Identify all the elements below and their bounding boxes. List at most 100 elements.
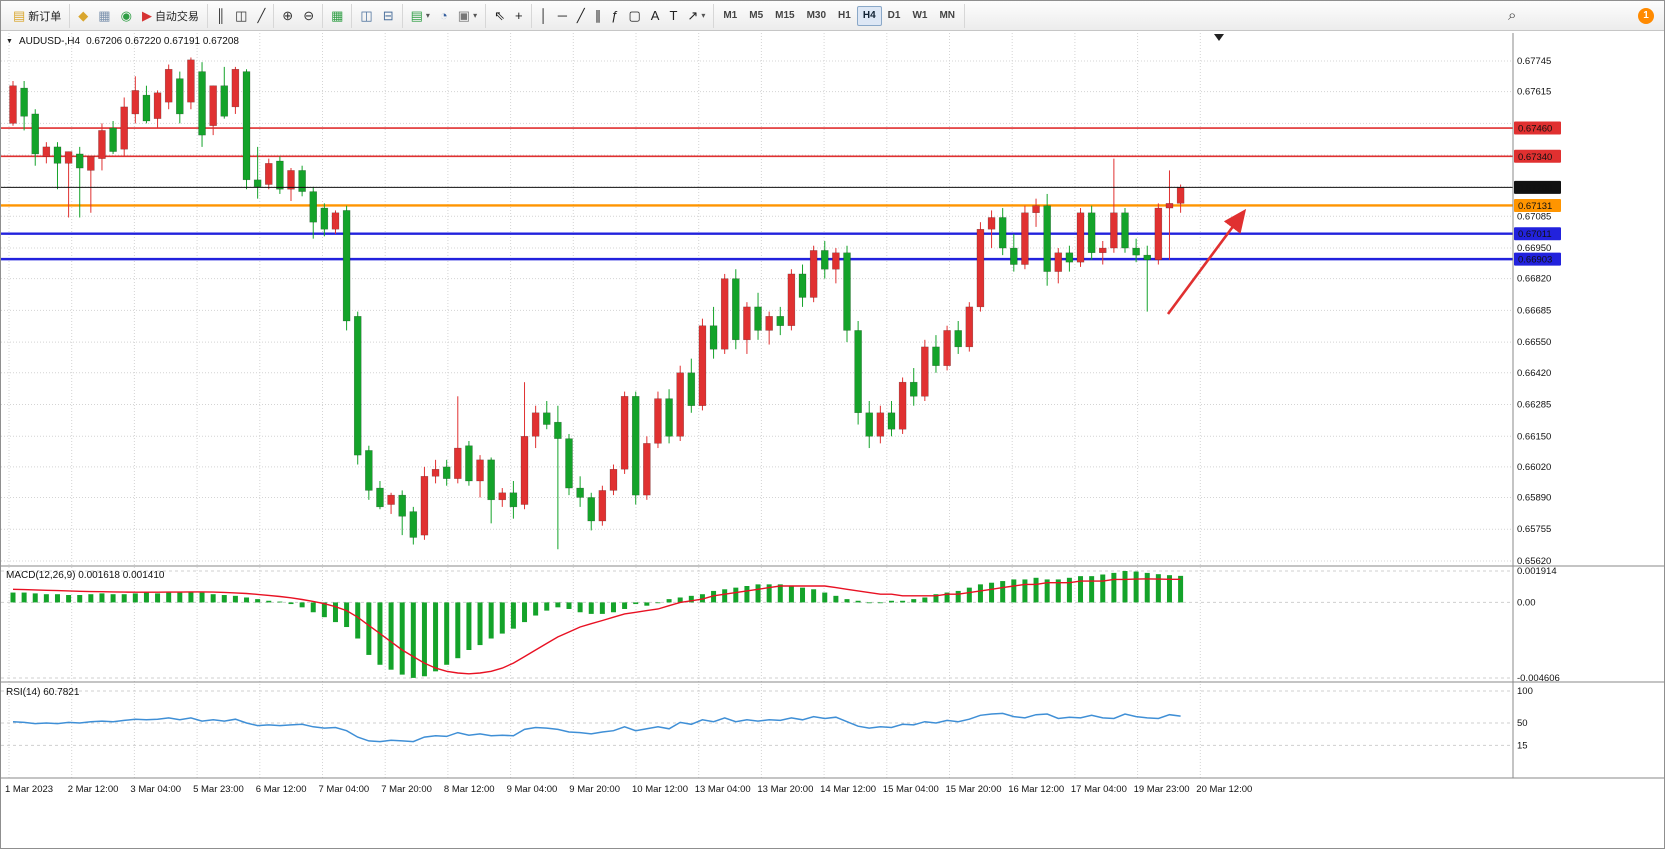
arrange-horizontal-button[interactable]: ⊟ [378,5,399,27]
horizontal-line-button[interactable]: ─ [553,5,572,27]
trendline-button[interactable]: ╱ [572,5,590,27]
svg-text:15: 15 [1517,740,1528,751]
zoom-out-button[interactable]: ⊖ [298,5,319,27]
time-axis-label: 19 Mar 23:00 [1134,784,1190,795]
crosshair-button[interactable]: + [510,5,528,27]
search-button[interactable]: ⌕ [1508,7,1516,24]
cursor-button[interactable]: ⇖ [489,5,510,27]
navigator-icon: ◉ [120,8,132,23]
toolbar: ▤ 新订单 ◆ ▦ ◉ ▶ 自动交易 ║ ◫ ╱ ⊕ ⊖ ▦ ◫ ⊟ ▤ ▾ ◔ ▣ ▾ ⇖ + │ ─ ╱ ∥ ƒ ▢ A T ↗ ▾ M1 M… [1,1,1664,31]
text-button[interactable]: A [646,5,665,27]
rsi-axis-labels: 100 50 15 [1517,686,1533,751]
vertical-line-icon: │ [539,8,548,23]
price-line-tag [1514,149,1561,163]
horizontal-line-icon: ─ [557,8,567,23]
tf-h1-button[interactable]: H1 [832,6,857,26]
time-axis-label: 13 Mar 20:00 [757,784,813,795]
navigator-button[interactable]: ◉ [116,5,137,27]
line-chart-button[interactable]: ╱ [252,5,270,27]
chart-canvas[interactable]: 0.67745 0.67615 0.67085 0.66950 0.66820 0.666… [1,31,1665,849]
price-line-tag [1514,121,1561,135]
price-line-tag [1514,180,1561,194]
time-axis-label: 7 Mar 20:00 [381,784,432,795]
text-icon: A [650,8,660,23]
chart-menu-icon[interactable]: ▼ [6,38,13,45]
fibonacci-button[interactable]: ƒ [606,5,623,27]
shapes-button[interactable]: ▢ [623,5,645,27]
vertical-line-button[interactable]: │ [535,5,553,27]
time-axis-label: 3 Mar 04:00 [130,784,181,795]
new-order-button[interactable]: ▤ 新订单 [8,5,66,27]
pane-separators[interactable] [1,33,1665,779]
price-line-tag [1514,227,1561,241]
camera-icon: ▣ [457,8,471,23]
tf-d1-button[interactable]: D1 [882,6,907,26]
metaeditor-button[interactable]: ◆ [73,5,93,27]
svg-text:-0.004606: -0.004606 [1517,673,1560,684]
candlestick-series [9,57,1185,550]
bar-chart-button[interactable]: ║ [211,5,230,27]
toolbar-group: ⊕ ⊖ [274,3,324,28]
market-watch-button[interactable]: ▦ [93,5,115,27]
tf-w1-button[interactable]: W1 [906,6,933,26]
toolbar-group: ▤ 新订单 [5,3,71,28]
time-axis-label: 13 Mar 04:00 [695,784,751,795]
rsi-indicator [1,690,1513,746]
arrows-button[interactable]: ↗ ▾ [682,5,710,27]
chevron-down-icon: ▾ [473,11,478,20]
tf-m1-button[interactable]: M1 [717,6,743,26]
search-icon: ⌕ [1508,7,1517,24]
macd-signal-line [12,578,1181,675]
price-axis-labels: 0.67745 0.67615 0.67085 0.66950 0.66820 0.666… [1514,56,1561,567]
tf-h4-button[interactable]: H4 [856,5,882,26]
candlestick-chart-button[interactable]: ◫ [230,5,252,27]
time-axis-label: 6 Mar 12:00 [256,784,307,795]
new-order-button-label: 新订单 [28,10,62,23]
svg-text:0.67460: 0.67460 [1518,124,1552,135]
bar-chart-icon: ║ [215,8,226,23]
price-axis-label: 0.67085 [1517,211,1551,222]
svg-text:0.67131: 0.67131 [1518,201,1552,212]
tf-m15-button[interactable]: M15 [769,6,800,26]
trend-arrow-annotation[interactable] [1166,208,1247,315]
toolbar-group: ◆ ▦ ◉ ▶ 自动交易 [70,3,208,28]
zoom-in-icon: ⊕ [282,8,294,23]
price-axis-label: 0.66285 [1517,400,1551,411]
svg-text:0.67011: 0.67011 [1518,229,1552,240]
tf-m30-button[interactable]: M30 [801,6,832,26]
screenshot-button[interactable]: ▣ ▾ [453,5,482,27]
time-axis-label: 8 Mar 12:00 [444,784,495,795]
tile-windows-button[interactable]: ▦ [326,5,348,27]
new-chart-button[interactable]: ▤ ▾ [406,5,435,27]
period-clock-button[interactable]: ◔ [435,5,453,27]
horizontal-price-lines[interactable] [1,127,1513,261]
chart-window[interactable]: 0.67745 0.67615 0.67085 0.66950 0.66820 0.666… [1,31,1665,849]
price-axis-label: 0.66150 [1517,431,1551,442]
price-axis-label: 0.65755 [1517,524,1551,535]
time-axis-label: 5 Mar 23:00 [193,784,244,795]
channel-button[interactable]: ∥ [590,5,607,27]
time-axis-label: 9 Mar 20:00 [569,784,620,795]
line-chart-icon: ╱ [257,8,266,23]
toolbar-group: ▤ ▾ ◔ ▣ ▾ [403,3,487,28]
time-axis-label: 7 Mar 04:00 [319,784,370,795]
zoom-in-button[interactable]: ⊕ [277,5,298,27]
price-axis-label: 0.66020 [1517,462,1551,473]
tf-mn-button[interactable]: MN [933,6,961,26]
arrange-vertical-button[interactable]: ◫ [355,5,377,27]
notification-badge[interactable]: 1 [1638,7,1654,24]
autotrading-button[interactable]: ▶ 自动交易 [137,5,204,27]
svg-text:0.66903: 0.66903 [1518,255,1552,266]
tf-m5-button[interactable]: M5 [743,6,769,26]
price-axis-label: 0.65890 [1517,492,1551,503]
time-axis-label: 15 Mar 20:00 [946,784,1002,795]
label-button[interactable]: T [664,5,682,27]
time-axis-label: 1 Mar 2023 [5,784,53,795]
toolbar-group: ║ ◫ ╱ [208,3,275,28]
timeframe-group: M1 M5 M15 M30 H1 H4 D1 W1 MN [714,3,965,28]
time-axis-label: 17 Mar 04:00 [1071,784,1127,795]
grid [1,33,1513,778]
chart-symbol-title: ▼ AUDUSD-,H4 0.67206 0.67220 0.67191 0.6… [6,36,239,47]
arrange-vertical-icon: ◫ [360,8,373,23]
